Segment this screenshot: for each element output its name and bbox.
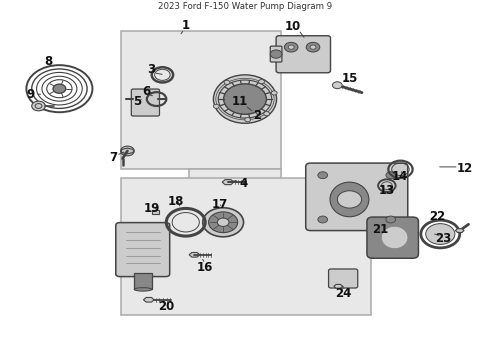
Text: 10: 10 — [285, 20, 301, 33]
FancyBboxPatch shape — [329, 269, 358, 288]
Polygon shape — [189, 252, 200, 257]
Circle shape — [337, 191, 362, 208]
Ellipse shape — [381, 226, 408, 249]
Bar — [134, 273, 152, 289]
Text: 6: 6 — [143, 85, 151, 98]
Circle shape — [53, 84, 66, 93]
Text: 2: 2 — [253, 109, 261, 122]
Circle shape — [209, 212, 238, 233]
Text: 15: 15 — [341, 72, 358, 85]
Circle shape — [310, 45, 316, 49]
Polygon shape — [144, 297, 154, 302]
Circle shape — [264, 112, 270, 116]
Text: 19: 19 — [144, 202, 160, 215]
Circle shape — [270, 50, 282, 58]
Circle shape — [121, 146, 134, 156]
Text: 7: 7 — [109, 152, 117, 165]
Circle shape — [245, 118, 250, 122]
Circle shape — [386, 172, 395, 179]
Polygon shape — [222, 180, 234, 185]
FancyBboxPatch shape — [131, 89, 159, 116]
Circle shape — [306, 42, 320, 52]
Text: 20: 20 — [158, 300, 174, 313]
Text: 1: 1 — [182, 19, 190, 32]
Polygon shape — [334, 284, 343, 288]
Polygon shape — [455, 229, 464, 233]
Circle shape — [318, 216, 328, 223]
Polygon shape — [122, 148, 133, 154]
Text: 22: 22 — [429, 210, 445, 223]
Text: 24: 24 — [335, 287, 351, 300]
Circle shape — [318, 172, 328, 179]
Text: 18: 18 — [168, 195, 184, 208]
Circle shape — [32, 101, 45, 111]
Circle shape — [284, 42, 298, 52]
Text: 11: 11 — [232, 95, 248, 108]
Text: 4: 4 — [240, 177, 248, 190]
Bar — [121, 178, 371, 315]
Circle shape — [224, 80, 230, 84]
Ellipse shape — [214, 75, 276, 123]
Text: 12: 12 — [457, 162, 473, 175]
Title: 2023 Ford F-150 Water Pump Diagram 9: 2023 Ford F-150 Water Pump Diagram 9 — [158, 2, 332, 11]
FancyBboxPatch shape — [306, 163, 408, 230]
Circle shape — [332, 82, 342, 89]
Ellipse shape — [134, 288, 152, 291]
Circle shape — [271, 91, 277, 95]
Text: 16: 16 — [197, 261, 213, 274]
Text: 9: 9 — [26, 88, 34, 101]
FancyBboxPatch shape — [270, 46, 282, 62]
Circle shape — [214, 104, 219, 108]
FancyBboxPatch shape — [367, 217, 418, 258]
Ellipse shape — [330, 182, 369, 217]
Text: 3: 3 — [147, 63, 156, 76]
Circle shape — [217, 218, 229, 226]
Text: 17: 17 — [212, 198, 228, 211]
Text: 13: 13 — [379, 184, 395, 197]
Circle shape — [386, 216, 395, 223]
Text: 21: 21 — [372, 223, 388, 236]
Circle shape — [203, 208, 244, 237]
Text: 5: 5 — [133, 95, 141, 108]
Bar — [189, 169, 281, 192]
Text: 14: 14 — [392, 170, 408, 183]
Bar — [121, 31, 281, 169]
FancyBboxPatch shape — [116, 222, 170, 276]
Text: 23: 23 — [435, 232, 451, 245]
FancyBboxPatch shape — [276, 36, 331, 73]
Circle shape — [288, 45, 294, 49]
Text: 8: 8 — [44, 54, 52, 68]
Circle shape — [426, 224, 455, 244]
Circle shape — [223, 84, 267, 114]
Circle shape — [259, 80, 265, 84]
Bar — [152, 210, 159, 214]
